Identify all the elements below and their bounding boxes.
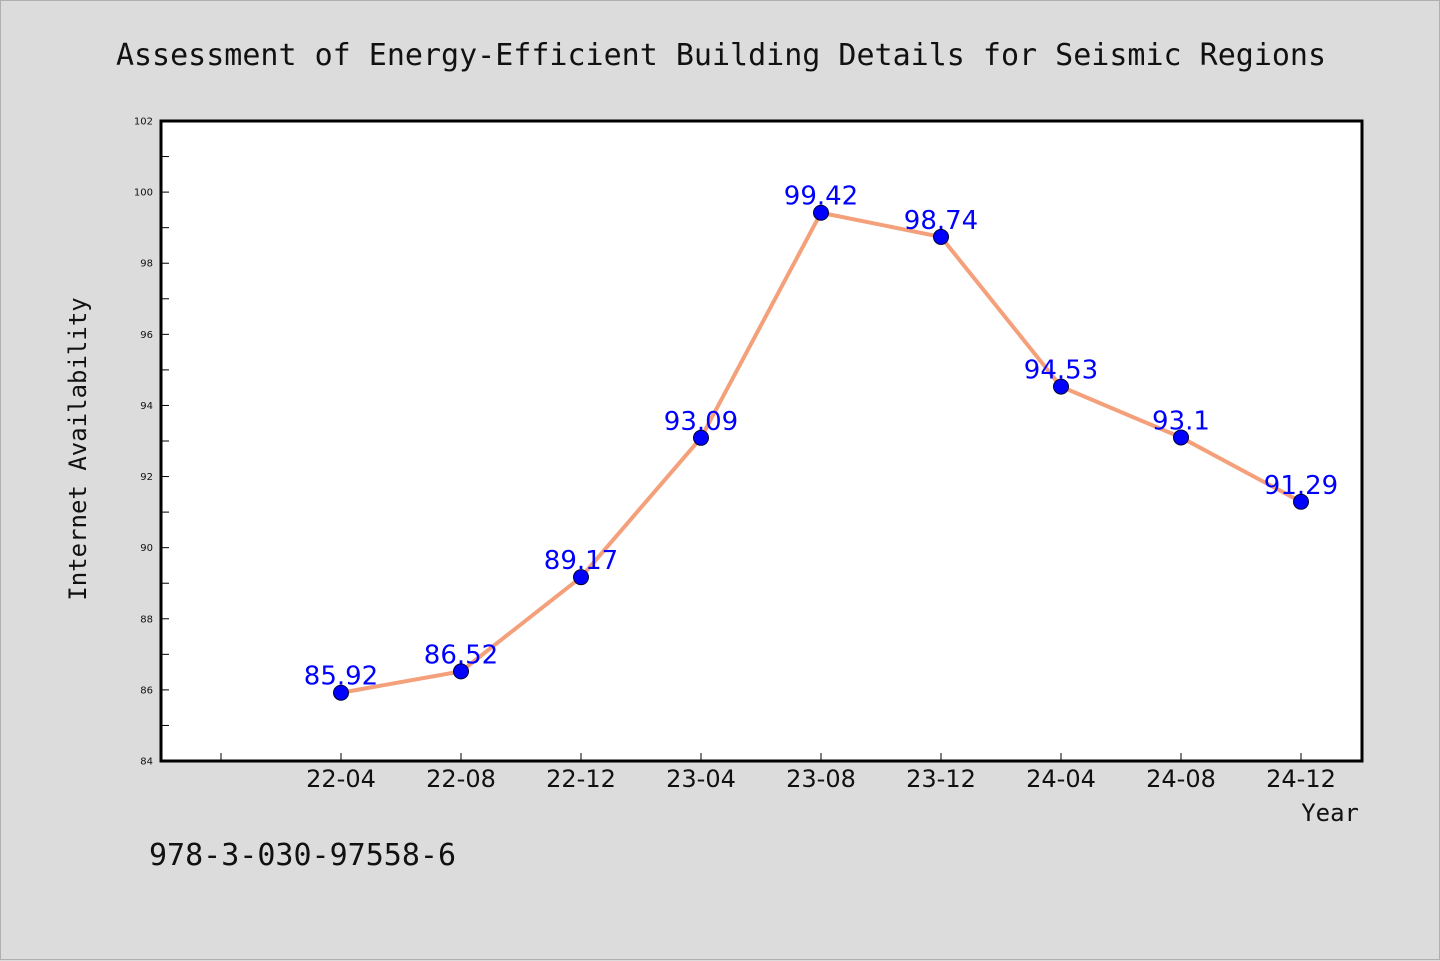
y-tick-label: 102 <box>134 117 153 128</box>
data-point <box>453 663 469 680</box>
x-tick-label: 24-08 <box>1146 765 1216 793</box>
y-tick-label: 98 <box>140 259 153 270</box>
data-label: 85.92 <box>304 662 378 692</box>
x-axis-label: Year <box>1301 799 1359 827</box>
y-tick-label: 94 <box>140 401 153 412</box>
y-tick-label: 100 <box>134 188 153 199</box>
data-label: 94.53 <box>1024 356 1098 386</box>
isbn-text: 978-3-030-97558-6 <box>149 838 456 873</box>
x-tick-label: 23-12 <box>906 765 976 793</box>
data-label: 93.09 <box>664 407 738 437</box>
data-point <box>813 204 829 221</box>
data-point <box>693 429 709 446</box>
data-point <box>933 228 949 245</box>
x-tick-label: 22-04 <box>306 765 376 793</box>
plot-area <box>161 121 1362 761</box>
chart-title: Assessment of Energy-Efficient Building … <box>116 38 1326 73</box>
data-label: 99.42 <box>784 182 858 212</box>
x-tick-label: 22-08 <box>426 765 496 793</box>
x-tick-label: 23-04 <box>666 765 736 793</box>
x-tick-label: 24-12 <box>1266 765 1336 793</box>
y-tick-label: 92 <box>140 472 153 483</box>
data-point <box>1293 493 1309 510</box>
y-tick-label: 90 <box>140 543 153 554</box>
data-point <box>333 684 349 701</box>
y-tick-label: 96 <box>140 330 153 341</box>
data-label: 86.52 <box>424 640 498 670</box>
data-label: 93.1 <box>1152 406 1210 436</box>
data-label: 98.74 <box>904 206 978 236</box>
y-axis-label: Internet Availability <box>64 297 92 600</box>
data-point <box>1053 378 1069 395</box>
x-tick-label: 23-08 <box>786 765 856 793</box>
data-point <box>573 569 589 586</box>
series-markers <box>333 204 1309 701</box>
data-label: 89.17 <box>544 546 618 576</box>
x-tick-label: 24-04 <box>1026 765 1096 793</box>
data-labels: 85.92 86.52 89.17 93.09 99.42 98.74 94.53 93.1 9… <box>304 182 1338 692</box>
x-axis-ticks: 22-04 22-08 22-12 23-04 23-08 23-12 24-04 24-08… <box>220 753 1336 793</box>
y-tick-label: 88 <box>140 614 153 625</box>
data-point <box>1173 429 1189 446</box>
data-label: 91.29 <box>1264 471 1338 501</box>
x-tick-label: 22-12 <box>546 765 616 793</box>
y-tick-label: 86 <box>140 685 153 696</box>
y-tick-label: 84 <box>140 757 153 768</box>
plot-border <box>159 119 1364 763</box>
